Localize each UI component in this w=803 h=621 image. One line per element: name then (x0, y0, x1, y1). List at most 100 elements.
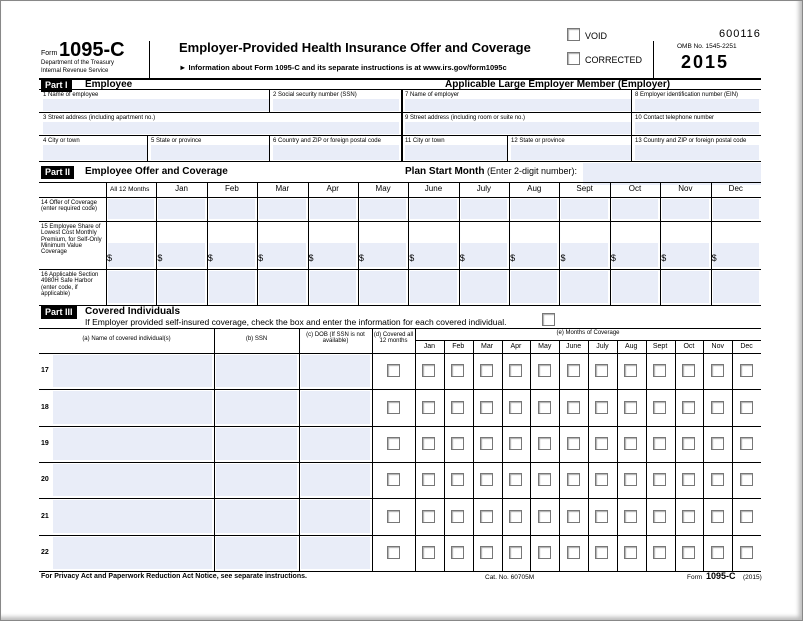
checkbox[interactable] (710, 364, 724, 378)
currency-sign: $ (308, 253, 314, 263)
checkbox[interactable] (710, 545, 724, 559)
column-header: (a) Name of covered individual(s) (82, 336, 171, 342)
checkbox[interactable] (681, 509, 695, 523)
rule (509, 182, 511, 305)
checkbox[interactable] (681, 364, 695, 378)
checkbox[interactable] (480, 545, 494, 559)
checkbox[interactable] (739, 400, 753, 414)
checkbox[interactable] (480, 400, 494, 414)
entry-fill (216, 464, 297, 497)
checkbox[interactable] (508, 545, 522, 559)
checkbox[interactable] (566, 364, 580, 378)
rule (401, 89, 403, 161)
checkbox[interactable] (566, 436, 580, 450)
corrected-checkbox[interactable] (567, 52, 580, 65)
checkbox[interactable] (387, 400, 400, 414)
checkbox[interactable] (537, 545, 551, 559)
checkbox[interactable] (595, 473, 609, 487)
self-insured-checkbox[interactable] (542, 313, 555, 326)
checkbox[interactable] (387, 545, 400, 559)
void-checkbox[interactable] (567, 28, 580, 41)
checkbox[interactable] (681, 545, 695, 559)
checkbox[interactable] (595, 436, 609, 450)
checkbox[interactable] (653, 473, 667, 487)
checkbox[interactable] (624, 473, 638, 487)
checkbox[interactable] (624, 400, 638, 414)
checkbox[interactable] (653, 400, 667, 414)
checkbox[interactable] (681, 400, 695, 414)
checkbox[interactable] (624, 364, 638, 378)
checkbox[interactable] (451, 473, 465, 487)
checkbox[interactable] (422, 545, 436, 559)
checkbox[interactable] (451, 545, 465, 559)
part-title: Covered Individuals (85, 306, 181, 317)
checkbox[interactable] (739, 545, 753, 559)
column-header: May (538, 343, 552, 350)
checkbox[interactable] (451, 436, 465, 450)
checkbox[interactable] (739, 364, 753, 378)
checkbox[interactable] (537, 473, 551, 487)
checkbox[interactable] (595, 400, 609, 414)
checkbox[interactable] (422, 473, 436, 487)
checkbox[interactable] (681, 473, 695, 487)
checkbox[interactable] (653, 545, 667, 559)
part-title: Employee (85, 79, 133, 90)
checkbox[interactable] (387, 473, 400, 487)
checkbox[interactable] (480, 473, 494, 487)
checkbox[interactable] (387, 509, 400, 523)
checkbox[interactable] (508, 436, 522, 450)
checkbox[interactable] (387, 364, 400, 378)
entry-fill (460, 243, 508, 267)
column-header: Sept (576, 184, 593, 193)
checkbox[interactable] (387, 436, 400, 450)
checkbox[interactable] (710, 473, 724, 487)
part-label: Part II (41, 166, 75, 179)
checkbox[interactable] (422, 436, 436, 450)
checkbox[interactable] (480, 364, 494, 378)
checkbox[interactable] (508, 400, 522, 414)
checkbox[interactable] (422, 400, 436, 414)
checkbox[interactable] (710, 509, 724, 523)
checkbox[interactable] (566, 473, 580, 487)
checkbox[interactable] (537, 509, 551, 523)
checkbox[interactable] (451, 364, 465, 378)
checkbox[interactable] (595, 364, 609, 378)
checkbox[interactable] (480, 436, 494, 450)
checkbox[interactable] (624, 509, 638, 523)
checkbox[interactable] (710, 400, 724, 414)
checkbox[interactable] (422, 509, 436, 523)
checkbox[interactable] (451, 509, 465, 523)
entry-fill (309, 243, 356, 267)
checkbox[interactable] (537, 400, 551, 414)
footer-notice: For Privacy Act and Paperwork Reduction … (41, 573, 307, 580)
checkbox[interactable] (595, 545, 609, 559)
checkbox[interactable] (508, 473, 522, 487)
checkbox[interactable] (710, 436, 724, 450)
checkbox[interactable] (739, 473, 753, 487)
checkbox[interactable] (566, 509, 580, 523)
column-header: July (596, 343, 609, 350)
checkbox[interactable] (653, 436, 667, 450)
checkbox[interactable] (624, 436, 638, 450)
checkbox[interactable] (480, 509, 494, 523)
field-fill (151, 145, 269, 160)
checkbox[interactable] (681, 436, 695, 450)
checkbox[interactable] (624, 545, 638, 559)
checkbox[interactable] (653, 509, 667, 523)
column-header: Aug (527, 184, 542, 193)
entry-fill (108, 199, 155, 219)
rule (39, 534, 761, 536)
checkbox[interactable] (508, 364, 522, 378)
checkbox[interactable] (739, 436, 753, 450)
checkbox[interactable] (653, 364, 667, 378)
rule (472, 340, 474, 571)
checkbox[interactable] (566, 545, 580, 559)
checkbox[interactable] (739, 509, 753, 523)
checkbox[interactable] (537, 436, 551, 450)
checkbox[interactable] (595, 509, 609, 523)
checkbox[interactable] (422, 364, 436, 378)
checkbox[interactable] (508, 509, 522, 523)
checkbox[interactable] (451, 400, 465, 414)
checkbox[interactable] (566, 400, 580, 414)
checkbox[interactable] (537, 364, 551, 378)
